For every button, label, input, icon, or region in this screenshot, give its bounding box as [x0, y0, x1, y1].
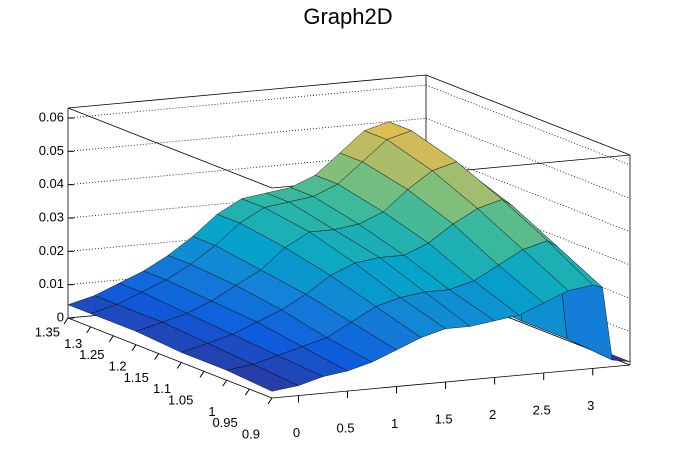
tick-mark: [244, 388, 250, 396]
y-tick-label: 1.35: [35, 324, 60, 339]
tick-mark: [86, 326, 92, 334]
x-tick-label: 0.5: [336, 420, 354, 435]
y-tick-label: 1: [208, 404, 215, 419]
box-edge: [67, 107, 273, 189]
grid-line: [425, 84, 631, 166]
z-tick-label: 0.01: [39, 276, 64, 291]
y-tick-label: 1.3: [64, 336, 82, 351]
tick-mark: [63, 317, 69, 325]
box-edge: [271, 364, 631, 399]
x-tick-label: 2.5: [533, 402, 551, 417]
z-tick-label: 0.02: [39, 243, 64, 258]
surface-patch: [226, 364, 300, 392]
z-tick-label: 0.05: [39, 143, 64, 158]
tick-mark: [222, 379, 228, 387]
tick-mark: [199, 371, 205, 378]
z-tick-label: 0: [57, 309, 64, 324]
box-edge: [425, 74, 631, 156]
x-tick-label: 1: [391, 416, 398, 431]
z-tick-label: 0.06: [39, 109, 64, 124]
y-tick-label: 1.1: [153, 381, 171, 396]
y-tick-label: 1.15: [124, 370, 149, 385]
grid-line: [425, 117, 631, 199]
x-tick-label: 0: [293, 425, 300, 440]
z-tick-label: 0.04: [39, 176, 64, 191]
tick-mark: [176, 362, 182, 369]
y-tick-label: 0.95: [212, 415, 237, 430]
chart-title: Graph2D: [303, 4, 392, 29]
x-tick-label: 3: [587, 398, 594, 413]
tick-mark: [267, 397, 273, 405]
z-tick-label: 0.03: [39, 209, 64, 224]
x-tick-label: 1.5: [435, 411, 453, 426]
box-edge: [67, 74, 427, 109]
y-tick-label: 1.2: [109, 358, 127, 373]
y-tick-label: 1.25: [79, 347, 104, 362]
y-tick-label: 0.9: [242, 426, 260, 441]
tick-mark: [154, 353, 160, 360]
y-tick-label: 1.05: [168, 392, 193, 407]
x-tick-label: 2: [489, 407, 496, 422]
tick-mark: [131, 344, 137, 351]
box-edge: [67, 317, 273, 399]
tick-mark: [108, 335, 114, 343]
